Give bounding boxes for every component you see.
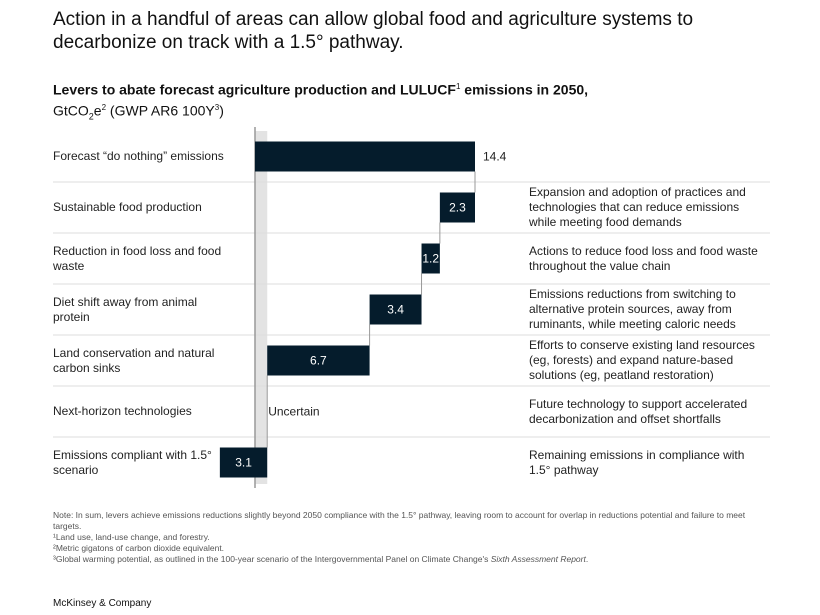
- bar-6: [219, 447, 268, 478]
- category-description: Expansion and adoption of practices and …: [529, 185, 746, 229]
- footnote-1: ¹Land use, land-use change, and forestry…: [53, 532, 210, 542]
- category-label: Forecast “do nothing” emissions: [53, 149, 224, 163]
- bar-3: [369, 294, 422, 325]
- footnote-ref: 2: [101, 102, 107, 112]
- category-label: Diet shift away from animal protein: [53, 294, 198, 324]
- category-label: Land conservation and natural carbon sin…: [53, 345, 215, 375]
- footnote-3: ³Global warming potential, as outlined i…: [53, 554, 773, 565]
- bar-1: [439, 192, 475, 223]
- bar-2: [421, 243, 440, 274]
- value-label: 1.2: [422, 252, 439, 266]
- value-label: 6.7: [310, 354, 327, 368]
- chart-subtitle: Levers to abate forecast agriculture pro…: [53, 78, 588, 125]
- value-label: 14.4: [483, 150, 507, 164]
- value-label: 3.1: [235, 456, 252, 470]
- footnote-ref: 1: [455, 82, 461, 91]
- unit: e: [93, 102, 102, 119]
- subtitle-bold-2: emissions in 2050,: [460, 81, 589, 98]
- bar-0: [255, 141, 475, 172]
- category-label: Reduction in food loss and food waste: [53, 243, 222, 273]
- footnote-3-end: .: [585, 554, 589, 564]
- category-description: Future technology to support accelerated…: [529, 396, 748, 426]
- category-label: Emissions compliant with 1.5° scenario: [53, 447, 212, 477]
- unit-sub: 2: [88, 111, 94, 122]
- footnotes: Note: In sum, levers achieve emissions r…: [53, 510, 773, 565]
- category-description: Efforts to conserve existing land resour…: [529, 338, 755, 382]
- brand-logo-text: McKinsey & Company: [53, 598, 152, 609]
- footnote-ref: 3: [214, 102, 220, 112]
- category-description: Emissions reductions from switching to a…: [529, 287, 736, 331]
- bar-4: [267, 345, 370, 376]
- category-label: Next-horizon technologies: [53, 404, 192, 418]
- waterfall-chart: 14.4 2.3 1.2 3.4 6.7 Uncertain 3.1: [53, 127, 770, 488]
- footnote-3-text: ³Global warming potential, as outlined i…: [53, 554, 491, 564]
- uncertain-band: [255, 131, 268, 484]
- category-description: Remaining emissions in compliance with 1…: [529, 447, 745, 477]
- category-label: Sustainable food production: [53, 200, 202, 214]
- value-label: Uncertain: [268, 405, 319, 419]
- unit: GtCO: [53, 102, 89, 119]
- chart-title: Action in a handful of areas can allow g…: [53, 9, 694, 53]
- unit: (GWP AR6 100Y: [106, 102, 215, 119]
- value-label: 3.4: [387, 303, 404, 317]
- unit: ): [219, 102, 224, 119]
- footnote-2: ²Metric gigatons of carbon dioxide equiv…: [53, 543, 225, 553]
- footnote-3-italic: Sixth Assessment Report: [490, 554, 586, 564]
- subtitle-bold: Levers to abate forecast agriculture pro…: [53, 81, 456, 98]
- note: Note: In sum, levers achieve emissions r…: [53, 510, 746, 531]
- value-label: 2.3: [449, 201, 466, 215]
- category-description: Actions to reduce food loss and food was…: [529, 243, 758, 273]
